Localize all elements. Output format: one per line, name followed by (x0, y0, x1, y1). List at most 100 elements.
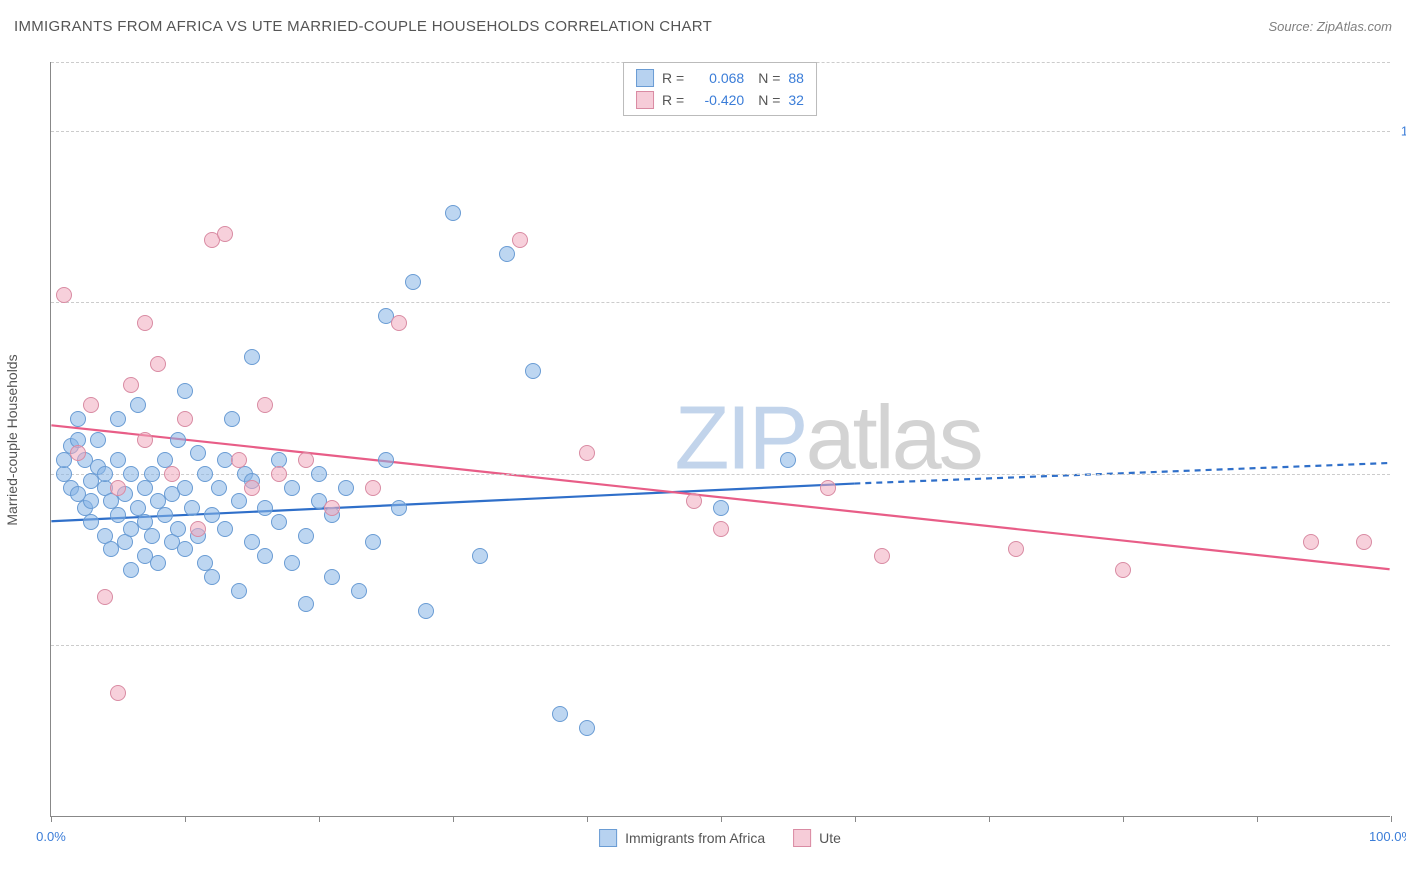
x-tick (185, 816, 186, 822)
x-tick (1123, 816, 1124, 822)
plot-area: ZIPatlas 25.0%50.0%75.0%100.0%0.0%100.0% (50, 62, 1390, 817)
data-point-blue (311, 466, 327, 482)
x-tick (855, 816, 856, 822)
data-point-blue (190, 445, 206, 461)
data-point-blue (231, 583, 247, 599)
correlation-legend: R = 0.068 N = 88 R = -0.420 N = 32 (623, 62, 817, 116)
data-point-blue (298, 528, 314, 544)
data-point-pink (244, 480, 260, 496)
data-point-blue (123, 466, 139, 482)
data-point-blue (391, 500, 407, 516)
data-point-blue (110, 452, 126, 468)
x-tick (721, 816, 722, 822)
data-point-blue (83, 514, 99, 530)
data-point-pink (686, 493, 702, 509)
data-point-blue (579, 720, 595, 736)
data-point-blue (144, 528, 160, 544)
y-tick-label: 100.0% (1395, 123, 1406, 138)
data-point-blue (177, 480, 193, 496)
x-tick (1257, 816, 1258, 822)
watermark: ZIPatlas (675, 388, 981, 491)
legend-swatch-pink (793, 829, 811, 847)
r-label: R = (662, 89, 684, 111)
data-point-blue (197, 466, 213, 482)
legend-swatch-blue (599, 829, 617, 847)
data-point-blue (204, 569, 220, 585)
data-point-blue (257, 548, 273, 564)
x-tick-label: 100.0% (1369, 829, 1406, 844)
data-point-blue (271, 514, 287, 530)
chart-title: IMMIGRANTS FROM AFRICA VS UTE MARRIED-CO… (14, 18, 712, 35)
legend-swatch-pink (636, 91, 654, 109)
data-point-pink (231, 452, 247, 468)
data-point-blue (552, 706, 568, 722)
n-value-blue: 88 (788, 67, 804, 89)
n-label: N = (758, 89, 780, 111)
data-point-blue (405, 274, 421, 290)
data-point-blue (224, 411, 240, 427)
data-point-pink (217, 226, 233, 242)
data-point-blue (170, 432, 186, 448)
y-tick-label: 50.0% (1395, 466, 1406, 481)
data-point-pink (137, 432, 153, 448)
data-point-blue (351, 583, 367, 599)
x-tick (1391, 816, 1392, 822)
data-point-blue (244, 534, 260, 550)
data-point-pink (271, 466, 287, 482)
data-point-blue (83, 493, 99, 509)
data-point-blue (499, 246, 515, 262)
data-point-blue (211, 480, 227, 496)
x-tick (453, 816, 454, 822)
y-axis-label: Married-couple Households (4, 354, 20, 525)
data-point-pink (150, 356, 166, 372)
data-point-pink (874, 548, 890, 564)
data-point-blue (378, 452, 394, 468)
trend-lines (51, 62, 1390, 816)
y-tick-label: 75.0% (1395, 295, 1406, 310)
gridline (51, 302, 1390, 303)
chart-container: Married-couple Households ZIPatlas 25.0%… (50, 62, 1390, 817)
x-tick-label: 0.0% (36, 829, 66, 844)
legend-label-pink: Ute (819, 830, 841, 846)
legend-item-pink: Ute (793, 829, 841, 847)
x-tick (319, 816, 320, 822)
data-point-pink (324, 500, 340, 516)
legend-swatch-blue (636, 69, 654, 87)
data-point-blue (170, 521, 186, 537)
data-point-pink (56, 287, 72, 303)
n-label: N = (758, 67, 780, 89)
data-point-blue (177, 541, 193, 557)
data-point-blue (525, 363, 541, 379)
data-point-blue (123, 562, 139, 578)
legend-item-blue: Immigrants from Africa (599, 829, 765, 847)
gridline (51, 645, 1390, 646)
data-point-blue (184, 500, 200, 516)
legend-row-pink: R = -0.420 N = 32 (636, 89, 804, 111)
legend-row-blue: R = 0.068 N = 88 (636, 67, 804, 89)
r-value-blue: 0.068 (692, 67, 744, 89)
series-legend: Immigrants from Africa Ute (599, 829, 841, 847)
data-point-pink (97, 589, 113, 605)
gridline (51, 131, 1390, 132)
data-point-blue (70, 411, 86, 427)
data-point-pink (70, 445, 86, 461)
data-point-blue (713, 500, 729, 516)
data-point-blue (284, 480, 300, 496)
data-point-pink (137, 315, 153, 331)
data-point-pink (579, 445, 595, 461)
data-point-pink (1303, 534, 1319, 550)
data-point-pink (110, 685, 126, 701)
x-tick (51, 816, 52, 822)
r-label: R = (662, 67, 684, 89)
data-point-pink (83, 397, 99, 413)
data-point-blue (204, 507, 220, 523)
data-point-pink (820, 480, 836, 496)
data-point-pink (365, 480, 381, 496)
data-point-blue (117, 534, 133, 550)
source-attribution: Source: ZipAtlas.com (1268, 19, 1392, 34)
data-point-blue (90, 432, 106, 448)
data-point-blue (338, 480, 354, 496)
data-point-blue (365, 534, 381, 550)
data-point-pink (190, 521, 206, 537)
data-point-blue (137, 480, 153, 496)
